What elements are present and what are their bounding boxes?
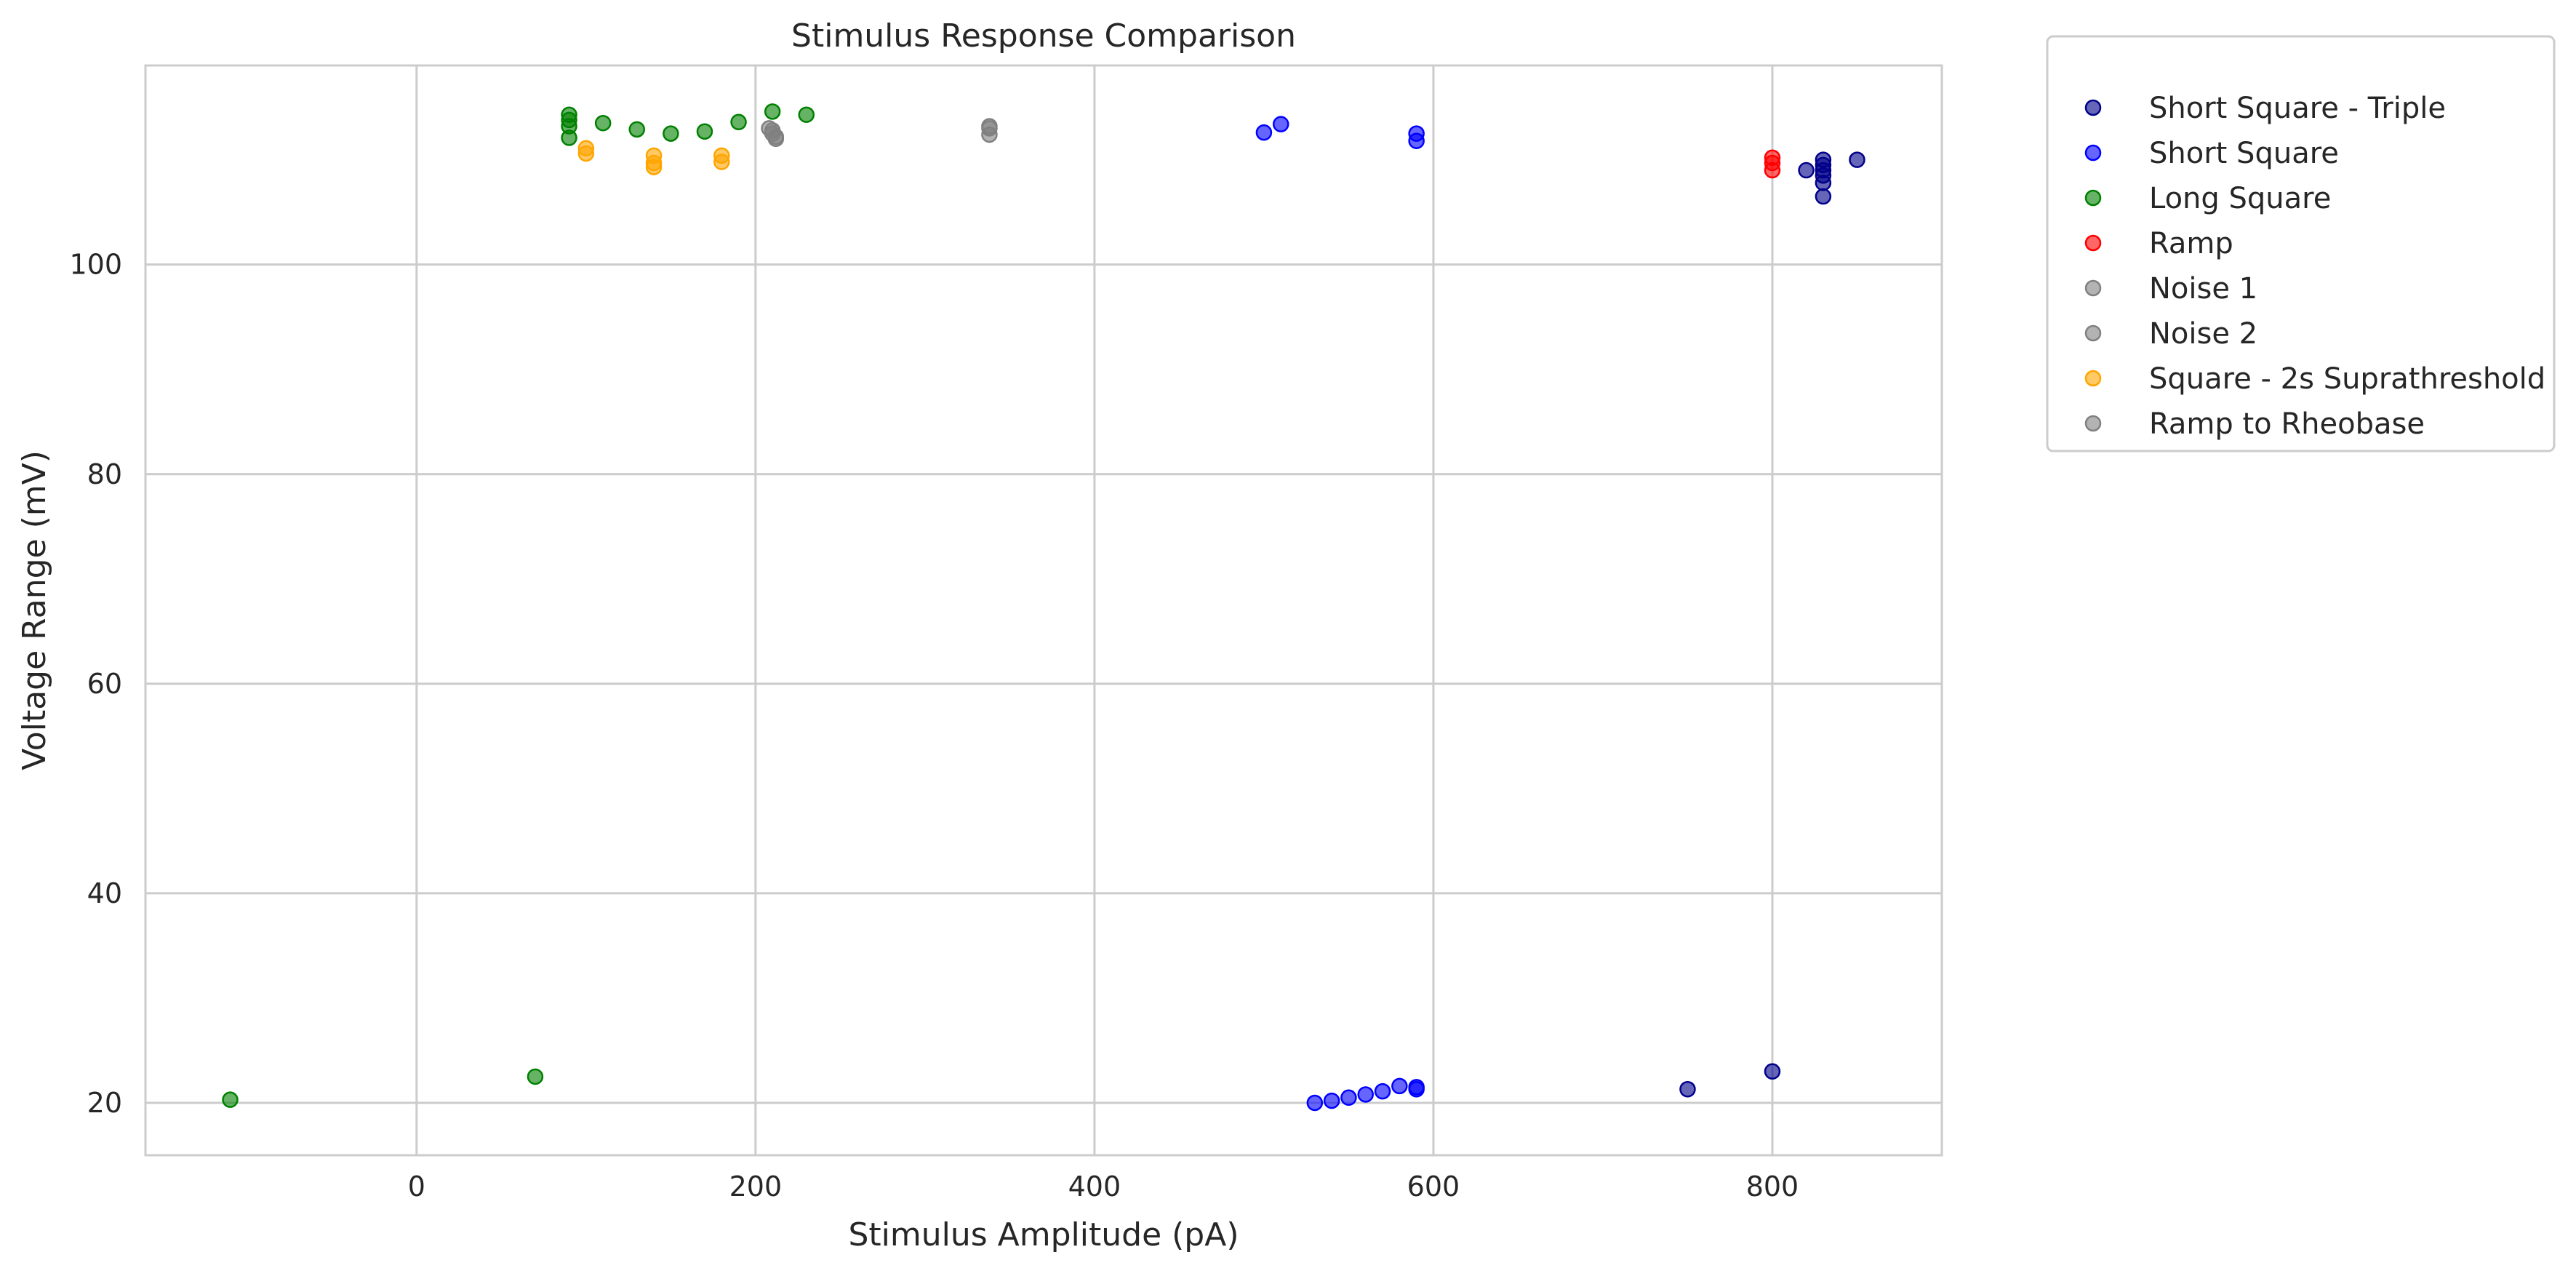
x-axis-ticks: 0 200 400 600 800 [408,1171,1799,1203]
data-point [561,129,577,146]
y-axis-label: Voltage Range (mV) [16,450,53,770]
data-point [222,1091,239,1108]
data-point [1374,1082,1391,1100]
data-point [527,1068,544,1085]
data-point [767,128,785,145]
y-tick-label: 60 [87,668,122,700]
legend: Short Square - Triple Short Square Long Sq… [2046,35,2556,452]
legend-box [2046,35,2556,452]
data-points [222,103,1865,1112]
data-point [1815,188,1832,205]
data-point [696,123,713,140]
legend-marker [2084,99,2102,116]
data-point [1764,162,1781,179]
data-point [645,159,663,175]
data-point [663,125,679,142]
legend-marker [2084,324,2102,342]
y-tick-label: 80 [87,458,122,490]
legend-entry-label: Short Square [2149,137,2339,170]
data-point [1408,1081,1425,1098]
x-axis-label: Stimulus Amplitude (pA) [848,1216,1239,1253]
legend-marker [2084,370,2102,387]
data-point [798,106,815,123]
data-point [1679,1081,1696,1098]
legend-marker [2084,234,2102,252]
data-point [594,114,612,132]
y-tick-label: 100 [69,249,122,281]
data-point [1815,175,1832,191]
data-point [981,120,998,137]
legend-entry-label: Ramp [2149,227,2233,260]
legend-marker [2084,189,2102,207]
legend-entry-label: Noise 2 [2149,317,2257,351]
x-tick-label: 200 [729,1171,783,1203]
chart-title: Stimulus Response Comparison [791,17,1296,55]
data-point [1323,1092,1340,1109]
data-point [577,145,595,162]
data-point [1391,1077,1408,1095]
plot-frame [144,64,1943,1157]
legend-marker [2084,144,2102,162]
x-tick-label: 600 [1407,1171,1460,1203]
legend-marker [2084,415,2102,432]
legend-items: Short Square - Triple Short Square Long Sq… [2084,92,2545,441]
x-tick-label: 0 [408,1171,425,1203]
data-point [1306,1094,1324,1112]
grid-lines [145,65,1942,1155]
data-point [628,121,646,138]
data-point [730,113,747,131]
legend-entry-label: Square - 2s Suprathreshold [2149,362,2545,396]
legend-entry-label: Long Square [2149,182,2331,215]
legend-marker [2084,279,2102,297]
legend-entry-label: Ramp to Rheobase [2149,407,2425,441]
data-point [1255,124,1273,141]
data-point [1798,162,1815,179]
legend-entry-label: Noise 1 [2149,272,2257,306]
data-point [1764,1063,1781,1080]
data-point [764,103,781,120]
y-tick-label: 20 [87,1087,122,1119]
y-tick-label: 40 [87,877,122,909]
data-point [1849,151,1865,168]
x-tick-label: 800 [1746,1171,1799,1203]
data-point [1272,116,1289,132]
y-axis-ticks: 20 40 60 80 100 [69,249,122,1119]
legend-entry-label: Short Square - Triple [2149,92,2446,125]
data-point [1357,1086,1374,1103]
data-point [713,153,730,170]
data-point [1340,1089,1357,1106]
data-point [1408,132,1425,149]
x-tick-label: 400 [1068,1171,1121,1203]
